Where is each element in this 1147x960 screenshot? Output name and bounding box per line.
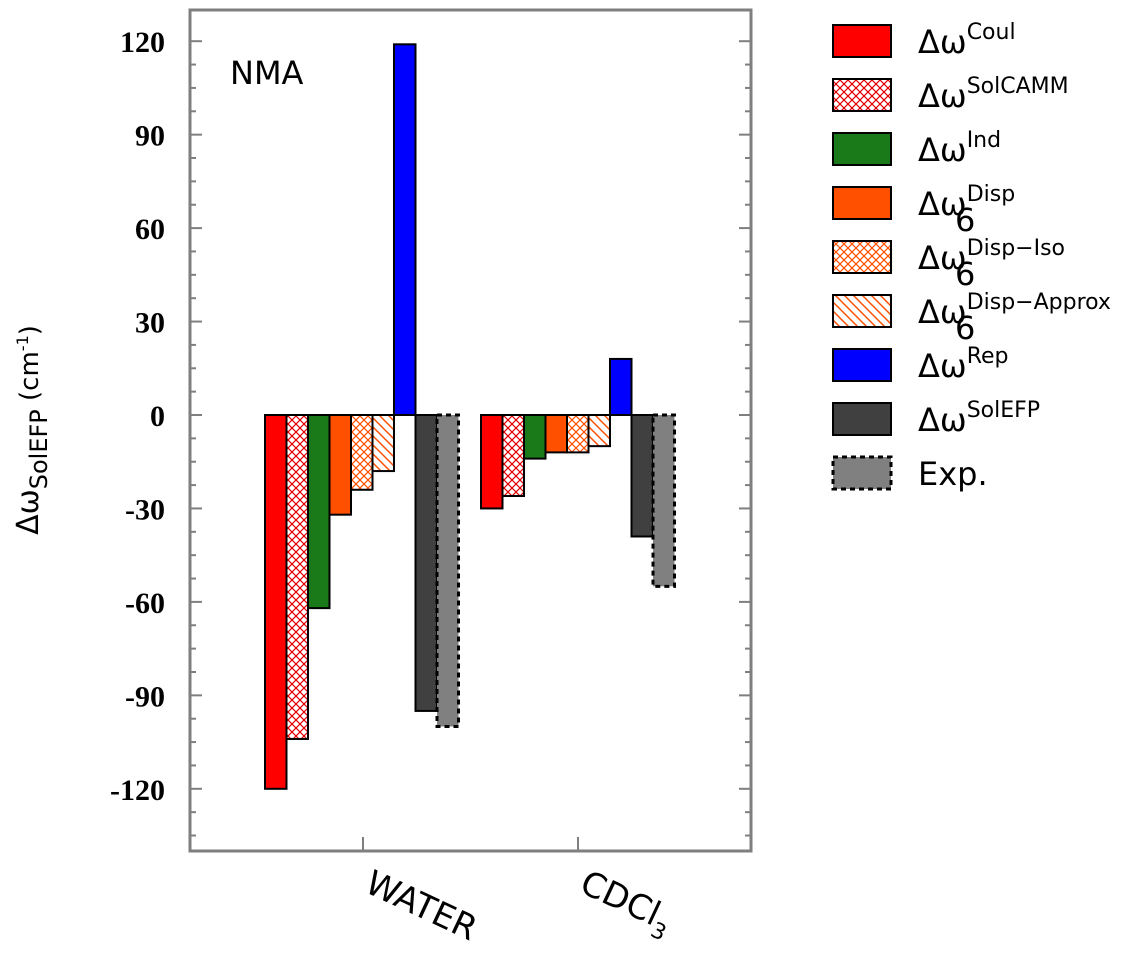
legend-label-sup: Disp−Approx bbox=[967, 290, 1111, 315]
legend-label-base: Δω bbox=[918, 77, 967, 115]
y-axis-label-unit-sup: -1 bbox=[13, 335, 32, 351]
y-tick-label: -120 bbox=[110, 774, 165, 807]
bar-ind bbox=[523, 414, 547, 460]
x-axis: WATER CDCl3 bbox=[359, 837, 679, 949]
y-tick-label: 30 bbox=[135, 307, 165, 340]
y-tick-label: -90 bbox=[125, 680, 165, 713]
y-axis-label: ΔωSolEFP (cm-1) bbox=[11, 325, 53, 535]
bar-solcamm bbox=[501, 414, 525, 497]
bar-rep bbox=[393, 43, 417, 416]
legend-label-sup: Coul bbox=[967, 20, 1016, 45]
legend-swatch bbox=[832, 24, 892, 58]
legend-label: ΔωRep bbox=[918, 344, 1009, 385]
legend-label-sup: Ind bbox=[967, 128, 1001, 153]
y-tick-label: -30 bbox=[125, 493, 165, 526]
legend-swatch bbox=[832, 402, 892, 436]
legend-label: ΔωCoul bbox=[918, 20, 1016, 61]
legend-label: ΔωDisp−Approx bbox=[918, 290, 1111, 331]
legend-label-base: Δω bbox=[918, 347, 967, 385]
legend-label: ΔωDisp bbox=[918, 182, 1015, 223]
y-axis-label-sub: SolEFP bbox=[25, 409, 53, 489]
legend-label: ΔωSolEFP bbox=[918, 398, 1040, 439]
x-tick-label-main: WATER bbox=[359, 863, 483, 949]
panel-annotation: NMA bbox=[230, 54, 304, 92]
bar-disp-approx bbox=[587, 414, 611, 448]
legend-label-sup: Disp bbox=[967, 182, 1015, 207]
bar-coul bbox=[264, 414, 288, 790]
bar-disp-iso bbox=[566, 414, 590, 454]
legend-label-sup: SolEFP bbox=[967, 398, 1040, 423]
legend-label-sub: 6 bbox=[955, 309, 975, 347]
y-axis: -120 -90 -60 -30 0 30 60 90 120 bbox=[110, 26, 751, 837]
bar-coul bbox=[480, 414, 504, 510]
bar-disp bbox=[328, 414, 352, 516]
x-tick-label: CDCl3 bbox=[571, 863, 679, 947]
bar-solefp bbox=[414, 414, 438, 712]
plot-frame bbox=[188, 8, 753, 853]
bars bbox=[264, 43, 676, 790]
y-tick-label: 90 bbox=[135, 120, 165, 153]
legend-swatch bbox=[832, 240, 892, 274]
legend-label-base: Δω bbox=[918, 23, 967, 61]
bar-exp- bbox=[651, 413, 676, 588]
legend-label: Exp. bbox=[918, 455, 988, 493]
legend-label-base: Δω bbox=[918, 401, 967, 439]
legend-label-sup: Disp−Iso bbox=[967, 236, 1065, 261]
y-tick-label: 0 bbox=[150, 400, 165, 433]
legend-label-sub: 6 bbox=[955, 201, 975, 239]
bar-ind bbox=[307, 414, 331, 610]
bar-solefp bbox=[630, 414, 654, 538]
legend-label-base: Δω bbox=[918, 239, 967, 277]
y-tick-label: -60 bbox=[125, 587, 165, 620]
legend-swatch bbox=[832, 348, 892, 382]
y-tick-label: 120 bbox=[120, 26, 165, 59]
bar-disp bbox=[544, 414, 568, 454]
legend-label-base: Exp. bbox=[918, 455, 988, 493]
legend-label: ΔωDisp−Iso bbox=[918, 236, 1065, 277]
x-tick-label: WATER bbox=[359, 863, 483, 949]
legend-swatch bbox=[832, 78, 892, 112]
legend-label-base: Δω bbox=[918, 185, 967, 223]
y-tick-label: 60 bbox=[135, 213, 165, 246]
legend-swatch bbox=[832, 132, 892, 166]
legend-label-base: Δω bbox=[918, 293, 967, 331]
legend-label: ΔωInd bbox=[918, 128, 1001, 169]
legend-swatch bbox=[831, 455, 893, 491]
y-axis-label-unit-close: ) bbox=[15, 325, 45, 335]
legend-label-sup: SolCAMM bbox=[967, 74, 1069, 99]
bar-disp-approx bbox=[371, 414, 395, 473]
legend-label-sub: 6 bbox=[955, 255, 975, 293]
bar-solcamm bbox=[285, 414, 309, 740]
y-axis-label-unit-open: (cm bbox=[15, 351, 45, 409]
legend-label: ΔωSolCAMM bbox=[918, 74, 1069, 115]
legend: ΔωCoulΔωSolCAMMΔωIndΔωDisp6ΔωDisp−Iso6Δω… bbox=[831, 20, 1111, 493]
bar-rep bbox=[609, 357, 633, 416]
legend-label-sup: Rep bbox=[967, 344, 1009, 369]
bar-exp- bbox=[435, 413, 460, 728]
legend-label-base: Δω bbox=[918, 131, 967, 169]
legend-swatch bbox=[832, 294, 892, 328]
legend-swatch bbox=[832, 186, 892, 220]
x-tick-label-main: CDCl bbox=[574, 863, 666, 934]
y-axis-label-main: Δω bbox=[11, 489, 46, 535]
bar-disp-iso bbox=[350, 414, 374, 491]
